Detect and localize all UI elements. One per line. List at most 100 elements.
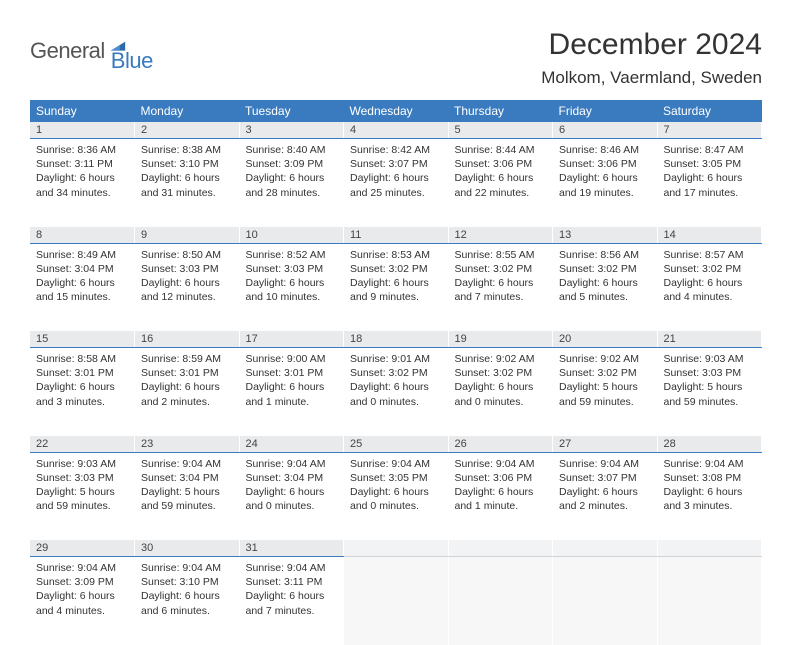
weekday-header: Saturday — [657, 100, 762, 122]
daylight-line2: and 7 minutes. — [455, 290, 547, 304]
daylight-line2: and 3 minutes. — [664, 499, 756, 513]
sunrise-line: Sunrise: 9:02 AM — [559, 352, 651, 366]
sunrise-line: Sunrise: 8:36 AM — [36, 143, 128, 157]
daylight-line2: and 28 minutes. — [246, 186, 338, 200]
sunset-line: Sunset: 3:01 PM — [36, 366, 128, 380]
day-number-cell: 4 — [344, 122, 449, 139]
day-number-row: 15161718192021 — [30, 331, 762, 348]
daylight-line1: Daylight: 6 hours — [350, 276, 442, 290]
daylight-line2: and 5 minutes. — [559, 290, 651, 304]
sunset-line: Sunset: 3:02 PM — [455, 262, 547, 276]
day-number-cell: 2 — [135, 122, 240, 139]
sunset-line: Sunset: 3:01 PM — [246, 366, 338, 380]
daylight-line2: and 0 minutes. — [350, 499, 442, 513]
day-content-cell: Sunrise: 9:04 AMSunset: 3:11 PMDaylight:… — [239, 557, 344, 645]
day-number-cell: 30 — [135, 540, 240, 557]
sunrise-line: Sunrise: 8:40 AM — [246, 143, 338, 157]
day-number-cell — [448, 540, 553, 557]
day-number-cell: 14 — [657, 227, 762, 244]
day-number-cell: 8 — [30, 227, 135, 244]
day-content-cell: Sunrise: 9:00 AMSunset: 3:01 PMDaylight:… — [239, 348, 344, 436]
daylight-line2: and 1 minute. — [246, 395, 338, 409]
day-content-cell: Sunrise: 9:01 AMSunset: 3:02 PMDaylight:… — [344, 348, 449, 436]
day-content-cell: Sunrise: 8:40 AMSunset: 3:09 PMDaylight:… — [239, 139, 344, 227]
daylight-line1: Daylight: 6 hours — [455, 171, 547, 185]
sunrise-line: Sunrise: 8:55 AM — [455, 248, 547, 262]
location-text: Molkom, Vaermland, Sweden — [541, 68, 762, 88]
day-content-cell: Sunrise: 9:04 AMSunset: 3:04 PMDaylight:… — [135, 452, 240, 540]
day-content-cell — [553, 557, 658, 645]
sunrise-line: Sunrise: 9:03 AM — [664, 352, 756, 366]
sunset-line: Sunset: 3:10 PM — [141, 575, 233, 589]
daylight-line1: Daylight: 6 hours — [36, 171, 128, 185]
daylight-line2: and 15 minutes. — [36, 290, 128, 304]
day-number-cell: 21 — [657, 331, 762, 348]
day-number-cell: 26 — [448, 436, 553, 453]
daylight-line1: Daylight: 6 hours — [664, 171, 756, 185]
day-content-cell: Sunrise: 9:02 AMSunset: 3:02 PMDaylight:… — [448, 348, 553, 436]
sunset-line: Sunset: 3:09 PM — [246, 157, 338, 171]
daylight-line2: and 2 minutes. — [141, 395, 233, 409]
daylight-line2: and 59 minutes. — [36, 499, 128, 513]
sunset-line: Sunset: 3:11 PM — [246, 575, 338, 589]
daylight-line2: and 1 minute. — [455, 499, 547, 513]
day-number-cell: 18 — [344, 331, 449, 348]
sunset-line: Sunset: 3:10 PM — [141, 157, 233, 171]
daylight-line2: and 4 minutes. — [664, 290, 756, 304]
day-number-cell: 28 — [657, 436, 762, 453]
sunrise-line: Sunrise: 9:04 AM — [36, 561, 128, 575]
day-content-cell: Sunrise: 8:44 AMSunset: 3:06 PMDaylight:… — [448, 139, 553, 227]
day-number-cell: 17 — [239, 331, 344, 348]
day-number-cell: 15 — [30, 331, 135, 348]
sunrise-line: Sunrise: 9:02 AM — [455, 352, 547, 366]
day-number-cell: 16 — [135, 331, 240, 348]
daylight-line1: Daylight: 6 hours — [350, 171, 442, 185]
sunrise-line: Sunrise: 8:49 AM — [36, 248, 128, 262]
sunrise-line: Sunrise: 8:52 AM — [246, 248, 338, 262]
weekday-header: Monday — [135, 100, 240, 122]
sunrise-line: Sunrise: 8:53 AM — [350, 248, 442, 262]
daylight-line1: Daylight: 6 hours — [36, 589, 128, 603]
sunrise-line: Sunrise: 9:04 AM — [246, 561, 338, 575]
daylight-line2: and 3 minutes. — [36, 395, 128, 409]
day-number-cell: 22 — [30, 436, 135, 453]
day-content-row: Sunrise: 8:58 AMSunset: 3:01 PMDaylight:… — [30, 348, 762, 436]
day-number-cell: 27 — [553, 436, 658, 453]
day-content-cell: Sunrise: 8:42 AMSunset: 3:07 PMDaylight:… — [344, 139, 449, 227]
day-number-row: 22232425262728 — [30, 436, 762, 453]
day-number-cell: 31 — [239, 540, 344, 557]
sunset-line: Sunset: 3:09 PM — [36, 575, 128, 589]
day-content-cell: Sunrise: 9:04 AMSunset: 3:07 PMDaylight:… — [553, 452, 658, 540]
day-number-row: 891011121314 — [30, 227, 762, 244]
sunset-line: Sunset: 3:07 PM — [350, 157, 442, 171]
day-content-cell: Sunrise: 9:04 AMSunset: 3:10 PMDaylight:… — [135, 557, 240, 645]
day-content-cell: Sunrise: 8:59 AMSunset: 3:01 PMDaylight:… — [135, 348, 240, 436]
sunset-line: Sunset: 3:05 PM — [664, 157, 756, 171]
day-number-row: 1234567 — [30, 122, 762, 139]
daylight-line1: Daylight: 6 hours — [246, 276, 338, 290]
sunset-line: Sunset: 3:06 PM — [559, 157, 651, 171]
day-number-cell: 9 — [135, 227, 240, 244]
daylight-line2: and 9 minutes. — [350, 290, 442, 304]
day-number-row: 293031 — [30, 540, 762, 557]
day-content-cell: Sunrise: 9:04 AMSunset: 3:08 PMDaylight:… — [657, 452, 762, 540]
sunrise-line: Sunrise: 9:04 AM — [664, 457, 756, 471]
daylight-line1: Daylight: 5 hours — [141, 485, 233, 499]
sunset-line: Sunset: 3:03 PM — [36, 471, 128, 485]
daylight-line1: Daylight: 6 hours — [350, 380, 442, 394]
daylight-line1: Daylight: 6 hours — [455, 276, 547, 290]
daylight-line2: and 12 minutes. — [141, 290, 233, 304]
sunrise-line: Sunrise: 9:04 AM — [455, 457, 547, 471]
daylight-line2: and 17 minutes. — [664, 186, 756, 200]
daylight-line2: and 0 minutes. — [455, 395, 547, 409]
day-number-cell: 23 — [135, 436, 240, 453]
month-title: December 2024 — [541, 28, 762, 62]
daylight-line2: and 7 minutes. — [246, 604, 338, 618]
day-number-cell: 24 — [239, 436, 344, 453]
logo-text-blue: Blue — [111, 48, 153, 74]
daylight-line2: and 19 minutes. — [559, 186, 651, 200]
sunrise-line: Sunrise: 8:42 AM — [350, 143, 442, 157]
day-number-cell: 3 — [239, 122, 344, 139]
daylight-line1: Daylight: 6 hours — [141, 380, 233, 394]
day-number-cell: 6 — [553, 122, 658, 139]
